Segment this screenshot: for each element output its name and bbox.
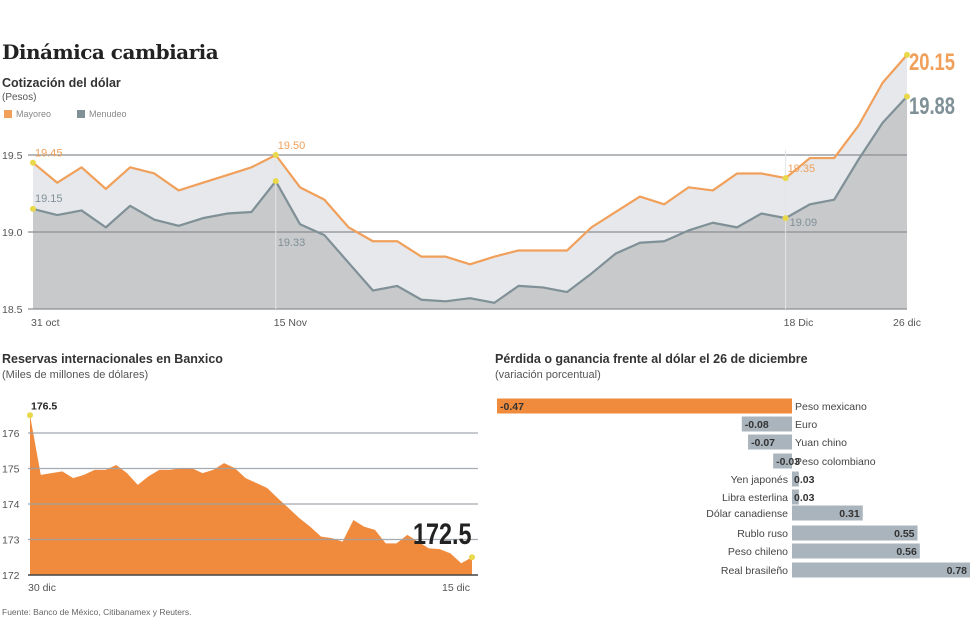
bar-value-label: -0.47 [500,401,524,413]
bar [792,505,863,521]
bar-value-label: 0.31 [839,508,860,520]
fx-change-chart-subtitle: (variación porcentual) [495,369,601,381]
value-annotation: 19.45 [35,148,63,160]
menudeo-area [33,96,907,309]
value-annotation: 20.15 [909,49,955,76]
bar [497,398,792,414]
value-annotation: 19.50 [278,140,306,152]
bar-value-label: 0.03 [794,474,815,486]
highlight-dot [782,175,789,182]
highlight-dot [469,554,475,561]
bar-category-label: Dólar canadiense [706,508,788,520]
y-tick-label: 174 [2,499,20,511]
bar-category-label: Libra esterlina [722,492,788,504]
highlight-dot [782,215,789,222]
y-tick-label: 18.5 [2,304,23,316]
highlight-dot [30,205,36,212]
x-tick-label: 18 Dic [784,317,814,329]
page-title: Dinámica cambiaria [2,40,219,64]
legend-swatch-menudeo [77,110,86,118]
bar-category-label: Real brasileño [721,565,788,577]
x-tick-label: 30 dic [28,582,56,594]
bar-category-label: Peso mexicano [795,401,867,413]
y-tick-label: 173 [2,535,20,547]
reserves-chart-title: Reservas internacionales en Banxico [2,352,223,366]
bar-category-label: Peso colombiano [795,456,876,468]
legend-swatch-mayoreo [4,110,12,118]
bar [741,416,792,432]
highlight-dot [272,152,279,158]
bar-category-label: Yuan chino [795,437,847,449]
bar [792,525,918,541]
bar [792,562,970,578]
band-area [33,54,907,303]
bar-category-label: Euro [795,419,817,431]
bar [792,543,920,559]
y-tick-label: 172 [2,570,20,582]
x-tick-label: 15 Nov [274,317,308,329]
fx-change-chart-title: Pérdida o ganancia frente al dólar el 26… [495,352,808,366]
highlight-dot [27,412,33,419]
fx-chart-subtitle: (Pesos) [2,92,37,103]
bar-value-label: -0.08 [745,419,769,431]
bar-value-label: -0.03 [776,456,800,468]
value-annotation: 19.35 [788,163,816,175]
fx-legend: Mayoreo Menudeo [4,109,127,119]
value-annotation: 19.15 [35,193,63,205]
bar [792,489,799,505]
bar [748,434,792,450]
x-tick-label: 15 dic [442,582,470,594]
x-tick-label: 26 dic [893,317,921,329]
bar-value-label: 0.03 [794,492,815,504]
x-tick-label: 31 oct [31,317,60,329]
highlight-dot [904,51,910,58]
bar-value-label: 0.78 [947,565,968,577]
bar-value-label: 0.55 [894,528,915,540]
bar-category-label: Peso chileno [728,546,788,558]
highlight-dot [30,159,36,166]
value-annotation: 172.5 [413,517,472,550]
y-tick-label: 176 [2,428,20,440]
bar-value-label: 0.56 [896,546,917,558]
reserves-chart-subtitle: (Miles de millones de dólares) [2,369,149,381]
bar [792,471,799,487]
value-annotation: 19.09 [790,217,818,229]
y-tick-label: 175 [2,464,20,476]
fx-chart-title: Cotización del dólar [2,76,121,90]
y-tick-label: 19.5 [2,150,23,162]
legend-label-mayoreo: Mayoreo [16,109,52,119]
highlight-dot [904,93,910,100]
bar-category-label: Yen japonés [731,474,788,486]
source-note: Fuente: Banco de México, Citibanamex y R… [2,607,192,617]
highlight-dot [272,178,279,185]
value-annotation: 19.33 [278,237,306,249]
legend-label-menudeo: Menudeo [89,109,127,119]
bar-category-label: Rublo ruso [737,528,788,540]
value-annotation: 176.5 [31,400,57,412]
bar-value-label: -0.07 [751,437,775,449]
value-annotation: 19.88 [909,93,955,120]
y-tick-label: 19.0 [2,227,23,239]
reserves-area [30,415,472,575]
bar [773,453,792,469]
